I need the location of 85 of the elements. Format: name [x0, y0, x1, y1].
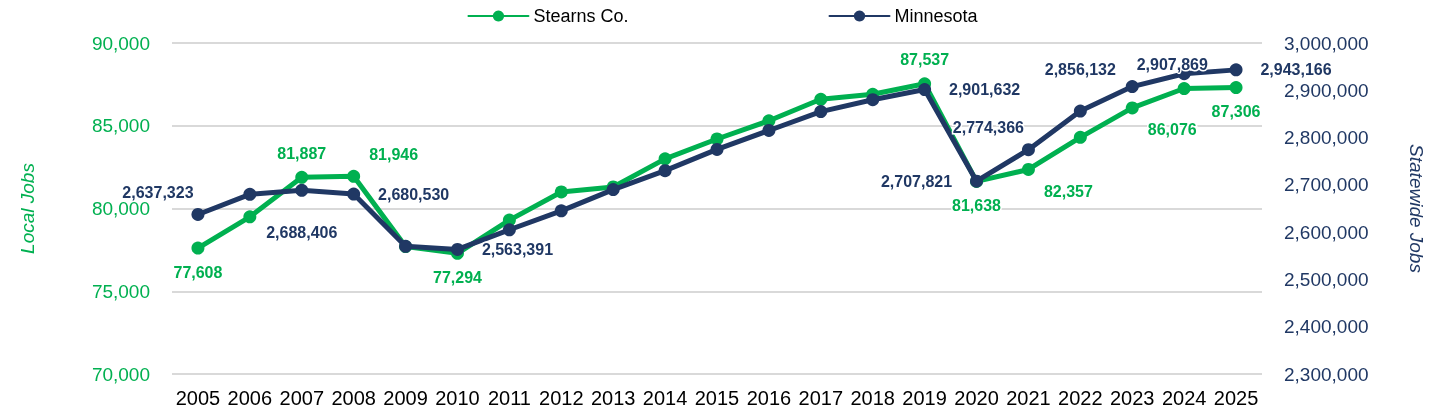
y2-tick-label: 2,800,000	[1284, 127, 1369, 149]
y-tick-label: 75,000	[91, 280, 150, 302]
point	[554, 204, 568, 218]
data-label: 87,537	[900, 51, 950, 69]
point	[295, 183, 309, 197]
point	[1229, 63, 1243, 77]
point	[814, 92, 828, 106]
point	[450, 242, 464, 256]
data-label: 2,637,323	[122, 183, 194, 201]
y-tick-label: 90,000	[91, 32, 150, 54]
point	[1021, 162, 1035, 176]
point	[1125, 80, 1139, 94]
data-label: 81,946	[369, 145, 419, 163]
x-tick-label: 2021	[1006, 387, 1051, 409]
x-tick-label: 2016	[746, 387, 792, 409]
point	[191, 241, 205, 255]
x-tick-label: 2015	[694, 387, 740, 409]
data-label: 2,901,632	[949, 81, 1021, 99]
point	[710, 142, 724, 156]
point	[918, 83, 932, 97]
point	[814, 105, 828, 119]
point	[866, 93, 880, 107]
point	[1229, 81, 1243, 95]
x-tick-label: 2014	[642, 387, 688, 409]
data-label: 86,076	[1147, 121, 1197, 139]
x-tick-label: 2012	[539, 387, 584, 409]
point	[1073, 104, 1087, 118]
x-tick-label: 2005	[175, 387, 221, 409]
x-tick-label: 2019	[902, 387, 947, 409]
point	[1125, 101, 1139, 115]
data-label: 2,774,366	[952, 119, 1025, 137]
point	[295, 170, 309, 184]
point	[554, 185, 568, 199]
data-label: 81,638	[952, 196, 1002, 214]
data-label: 2,943,166	[1260, 61, 1332, 79]
y2-tick-label: 2,300,000	[1284, 363, 1369, 385]
x-tick-label: 2008	[331, 387, 376, 409]
point	[658, 164, 672, 178]
x-tick-label: 2020	[954, 387, 999, 409]
x-tick-label: 2024	[1161, 387, 1207, 409]
data-label: 77,294	[433, 268, 483, 286]
point	[243, 187, 257, 201]
data-label: 81,887	[277, 144, 327, 162]
point	[658, 152, 672, 166]
data-label: 77,608	[173, 263, 223, 281]
x-tick-label: 2011	[487, 387, 531, 409]
data-label: 2,563,391	[481, 240, 554, 258]
legend-label: Minnesota	[894, 6, 979, 26]
point	[762, 123, 776, 137]
point	[1073, 130, 1087, 144]
y2-tick-label: 2,400,000	[1284, 316, 1369, 338]
point	[243, 210, 257, 224]
data-label: 2,856,132	[1044, 60, 1117, 78]
data-label: 2,707,821	[880, 172, 953, 190]
x-tick-label: 2017	[798, 387, 844, 409]
legend-label: Stearns Co.	[533, 6, 629, 26]
point	[347, 187, 361, 201]
data-label: 2,688,406	[266, 223, 338, 241]
y-axis-title: Local Jobs	[17, 162, 38, 254]
x-tick-label: 2018	[850, 387, 895, 409]
x-tick-label: 2025	[1213, 387, 1259, 409]
data-label: 2,907,869	[1136, 56, 1208, 74]
x-tick-label: 2013	[590, 387, 636, 409]
y2-tick-label: 3,000,000	[1284, 32, 1369, 54]
data-label: 2,680,530	[378, 185, 450, 203]
y-tick-label: 85,000	[91, 115, 150, 137]
y2-tick-label: 2,500,000	[1284, 268, 1369, 290]
data-label: 87,306	[1211, 103, 1261, 121]
x-tick-label: 2007	[279, 387, 325, 409]
point	[1177, 82, 1191, 96]
x-tick-label: 2023	[1109, 387, 1155, 409]
x-tick-label: 2010	[435, 387, 480, 409]
y2-tick-label: 2,900,000	[1284, 79, 1369, 101]
point	[1021, 143, 1035, 157]
y-tick-label: 70,000	[91, 363, 150, 385]
x-tick-label: 2009	[383, 387, 428, 409]
point	[502, 223, 516, 237]
x-tick-label: 2006	[227, 387, 273, 409]
y2-tick-label: 2,600,000	[1284, 221, 1369, 243]
y2-axis-title: Statewide Jobs	[1406, 144, 1427, 274]
point	[191, 208, 205, 221]
data-label: 82,357	[1043, 182, 1093, 200]
point	[347, 169, 361, 183]
y2-tick-label: 2,700,000	[1284, 174, 1369, 196]
x-tick-label: 2022	[1058, 387, 1103, 409]
